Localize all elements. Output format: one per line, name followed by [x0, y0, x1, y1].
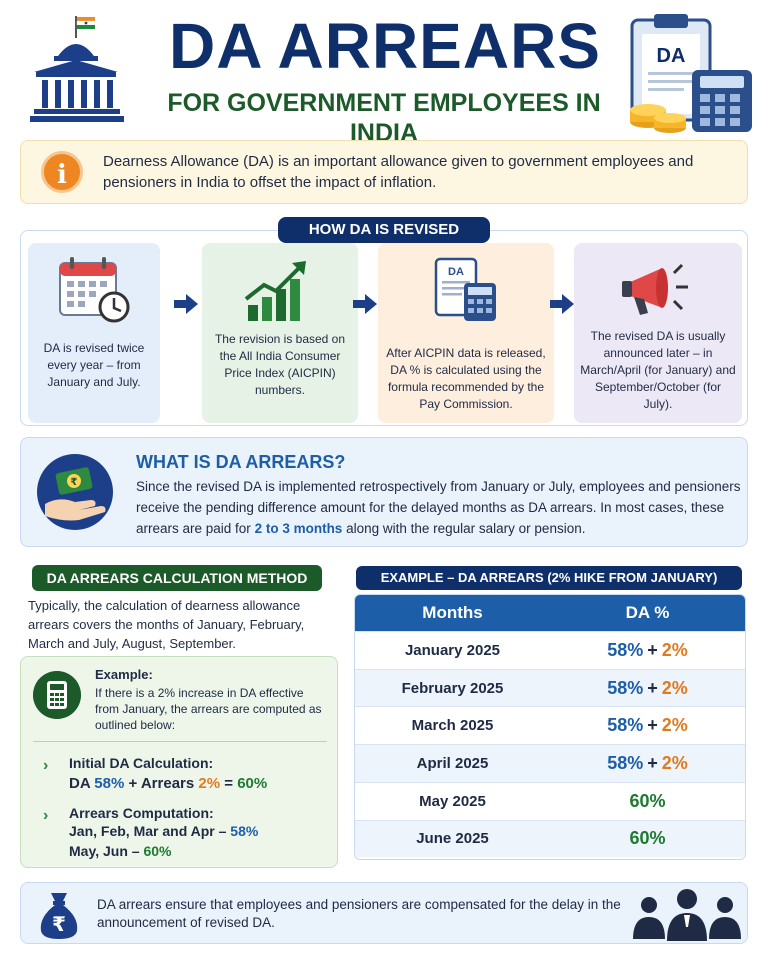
- da-cell: 60%: [629, 828, 666, 849]
- calculator-icon: [33, 671, 81, 719]
- arrears-value-2: 60%: [143, 843, 172, 859]
- calc-method-title: DA ARREARS CALCULATION METHOD: [32, 565, 322, 591]
- megaphone-icon: [622, 263, 688, 315]
- calc-text: DA: [69, 775, 95, 792]
- base-value: 58%: [607, 715, 644, 736]
- month-cell: March 2025: [411, 717, 494, 735]
- clipboard-label: DA: [657, 45, 686, 67]
- arrow-right-icon: [174, 294, 198, 314]
- step-card-4: The revised DA is usually announced late…: [574, 243, 742, 423]
- what-is-da-arrears-section: ₹ WHAT IS DA ARREARS? Since the revised …: [20, 437, 748, 547]
- divider: [33, 741, 327, 742]
- calc-text: + Arrears: [124, 775, 199, 792]
- calc-intro-text: Typically, the calculation of dearness a…: [28, 598, 305, 651]
- month-cell: June 2025: [416, 830, 489, 848]
- info-icon: i: [41, 151, 83, 193]
- what-text: Since the revised DA is implemented retr…: [136, 476, 741, 539]
- step-card-3: DA After AICPIN data is released, DA % i…: [378, 243, 554, 423]
- chevron-right-icon: ›: [43, 757, 49, 774]
- chevron-right-icon: ›: [43, 807, 49, 824]
- table-row: January 2025 58% +2%: [355, 631, 745, 669]
- plus-sign: +: [647, 639, 658, 660]
- calc-text: Jan, Feb, Mar and Apr –: [69, 823, 231, 839]
- month-cell: February 2025: [401, 679, 504, 697]
- clipboard-calculator-coins-icon: DA: [630, 14, 752, 133]
- how-da-revised-title: HOW DA IS REVISED: [278, 217, 490, 243]
- arrow-right-icon: [550, 294, 574, 314]
- base-value: 58%: [607, 639, 644, 660]
- table-row: May 2025 60%: [355, 781, 745, 820]
- people-group-icon: [633, 889, 741, 941]
- calc-text: May, Jun –: [69, 843, 144, 859]
- column-header-da-percent: DA %: [625, 603, 670, 622]
- calc-example-box: Example: If there is a 2% increase in DA…: [20, 656, 338, 868]
- step-card-2: The revision is based on the All India C…: [202, 243, 358, 423]
- step-3-text: After AICPIN data is released, DA % is c…: [386, 346, 546, 411]
- da-cell: 58% +2%: [550, 670, 745, 707]
- intro-banner: i Dearness Allowance (DA) is an importan…: [20, 140, 748, 204]
- svg-text:₹: ₹: [71, 477, 78, 488]
- hike-value: 2%: [661, 677, 688, 698]
- initial-total-value: 60%: [237, 775, 268, 792]
- arrears-computation-heading: Arrears Computation:: [69, 805, 214, 821]
- step-1-text: DA is revised twice every year – from Ja…: [43, 341, 145, 389]
- header: DA ARREARS FOR GOVERNMENT EMPLOYEES IN I…: [0, 0, 768, 147]
- government-building-icon: [30, 16, 124, 122]
- month-cell: May 2025: [419, 792, 486, 810]
- table-header-row: Months DA %: [355, 595, 745, 631]
- arrears-value-1: 58%: [230, 823, 259, 839]
- initial-arrears-value: 2%: [198, 775, 221, 792]
- arrow-right-icon: [353, 294, 377, 314]
- hike-value: 2%: [661, 752, 688, 773]
- step-card-1: DA is revised twice every year – from Ja…: [28, 243, 160, 423]
- initial-calc-heading: Initial DA Calculation:: [69, 755, 214, 771]
- table-row: June 2025 60%: [355, 819, 745, 858]
- plus-sign: +: [647, 715, 658, 736]
- what-title: WHAT IS DA ARREARS?: [136, 452, 346, 472]
- plus-sign: +: [647, 677, 658, 698]
- growth-chart-icon: [244, 261, 306, 321]
- da-cell: 60%: [629, 790, 666, 811]
- page-title: DA ARREARS: [169, 10, 601, 82]
- table-row: March 2025 58% +2%: [355, 706, 745, 744]
- step-2-text: The revision is based on the All India C…: [214, 332, 346, 397]
- example-text: If there is a 2% increase in DA effectiv…: [95, 686, 322, 732]
- arrears-line-1: Jan, Feb, Mar and Apr – 58%: [69, 823, 258, 839]
- page-subtitle: FOR GOVERNMENT EMPLOYEES IN INDIA: [167, 89, 601, 147]
- intro-text: Dearness Allowance (DA) is an important …: [103, 153, 694, 191]
- initial-base-value: 58%: [94, 775, 125, 792]
- calendar-icon: [59, 257, 130, 323]
- what-text-part: along with the regular salary or pension…: [342, 521, 586, 536]
- da-cell: 58% +2%: [550, 707, 745, 744]
- base-value: 58%: [607, 677, 644, 698]
- example-table-title: EXAMPLE – DA ARREARS (2% HIKE FROM JANUA…: [356, 566, 742, 590]
- column-header-months: Months: [422, 603, 483, 622]
- example-table: Months DA % January 2025 58% +2% February…: [354, 594, 746, 860]
- what-highlight: 2 to 3 months: [254, 521, 343, 536]
- rupee-symbol: ₹: [52, 912, 66, 936]
- table-row: February 2025 58% +2%: [355, 668, 745, 707]
- arrears-line-2: May, Jun – 60%: [69, 843, 171, 859]
- footer-banner: ₹ DA arrears ensure that employees and p…: [20, 882, 748, 944]
- da-cell: 58% +2%: [550, 745, 745, 782]
- month-cell: April 2025: [416, 754, 489, 772]
- base-value: 58%: [607, 752, 644, 773]
- plus-sign: +: [647, 752, 658, 773]
- calculator-document-icon: DA: [434, 257, 496, 321]
- document-label: DA: [448, 266, 464, 278]
- what-text-part: Since the revised DA is implemented retr…: [136, 479, 741, 536]
- da-cell: 58% +2%: [550, 632, 745, 669]
- table-row: April 2025 58% +2%: [355, 744, 745, 782]
- month-cell: January 2025: [404, 641, 501, 659]
- footer-text: DA arrears ensure that employees and pen…: [97, 897, 621, 930]
- hike-value: 2%: [661, 715, 688, 736]
- example-label: Example:: [95, 667, 153, 682]
- hand-money-icon: ₹: [37, 454, 113, 530]
- step-4-text: The revised DA is usually announced late…: [580, 329, 736, 411]
- rupee-bag-icon: ₹: [40, 893, 78, 939]
- calc-text: =: [220, 775, 238, 792]
- initial-calc-line: DA 58% + Arrears 2% = 60%: [69, 775, 267, 792]
- hike-value: 2%: [661, 639, 688, 660]
